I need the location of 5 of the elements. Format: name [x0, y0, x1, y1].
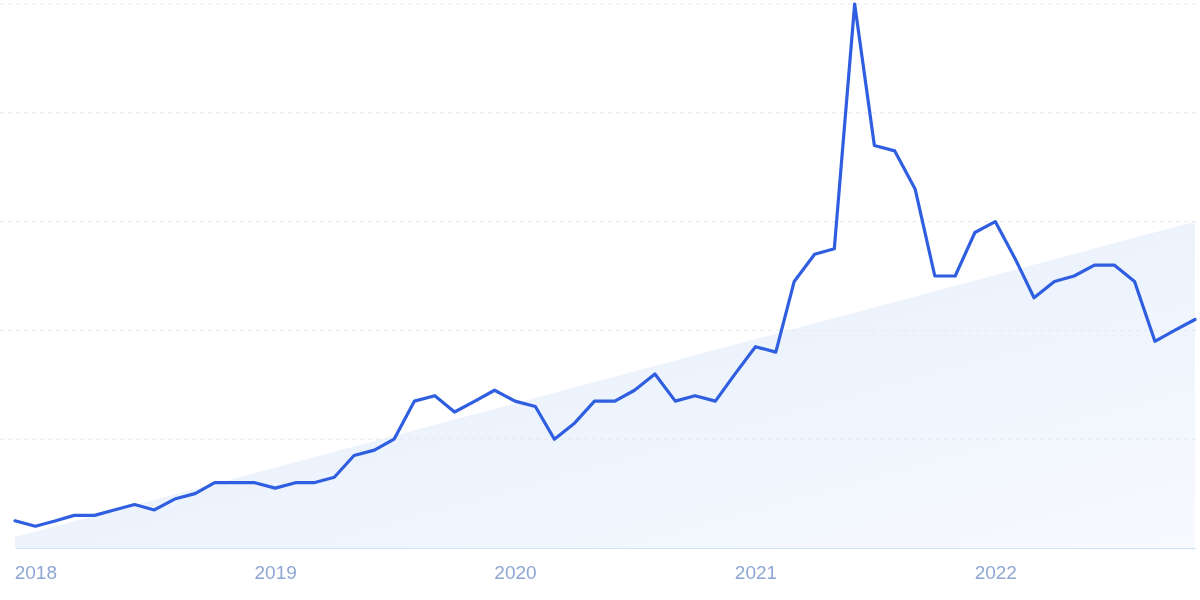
x-tick-label: 2019: [254, 562, 297, 584]
x-tick-label: 2018: [14, 562, 58, 584]
x-tick-label: 2022: [974, 562, 1017, 584]
x-tick-label: 2021: [734, 562, 778, 584]
x-tick-label: 2020: [494, 562, 537, 584]
